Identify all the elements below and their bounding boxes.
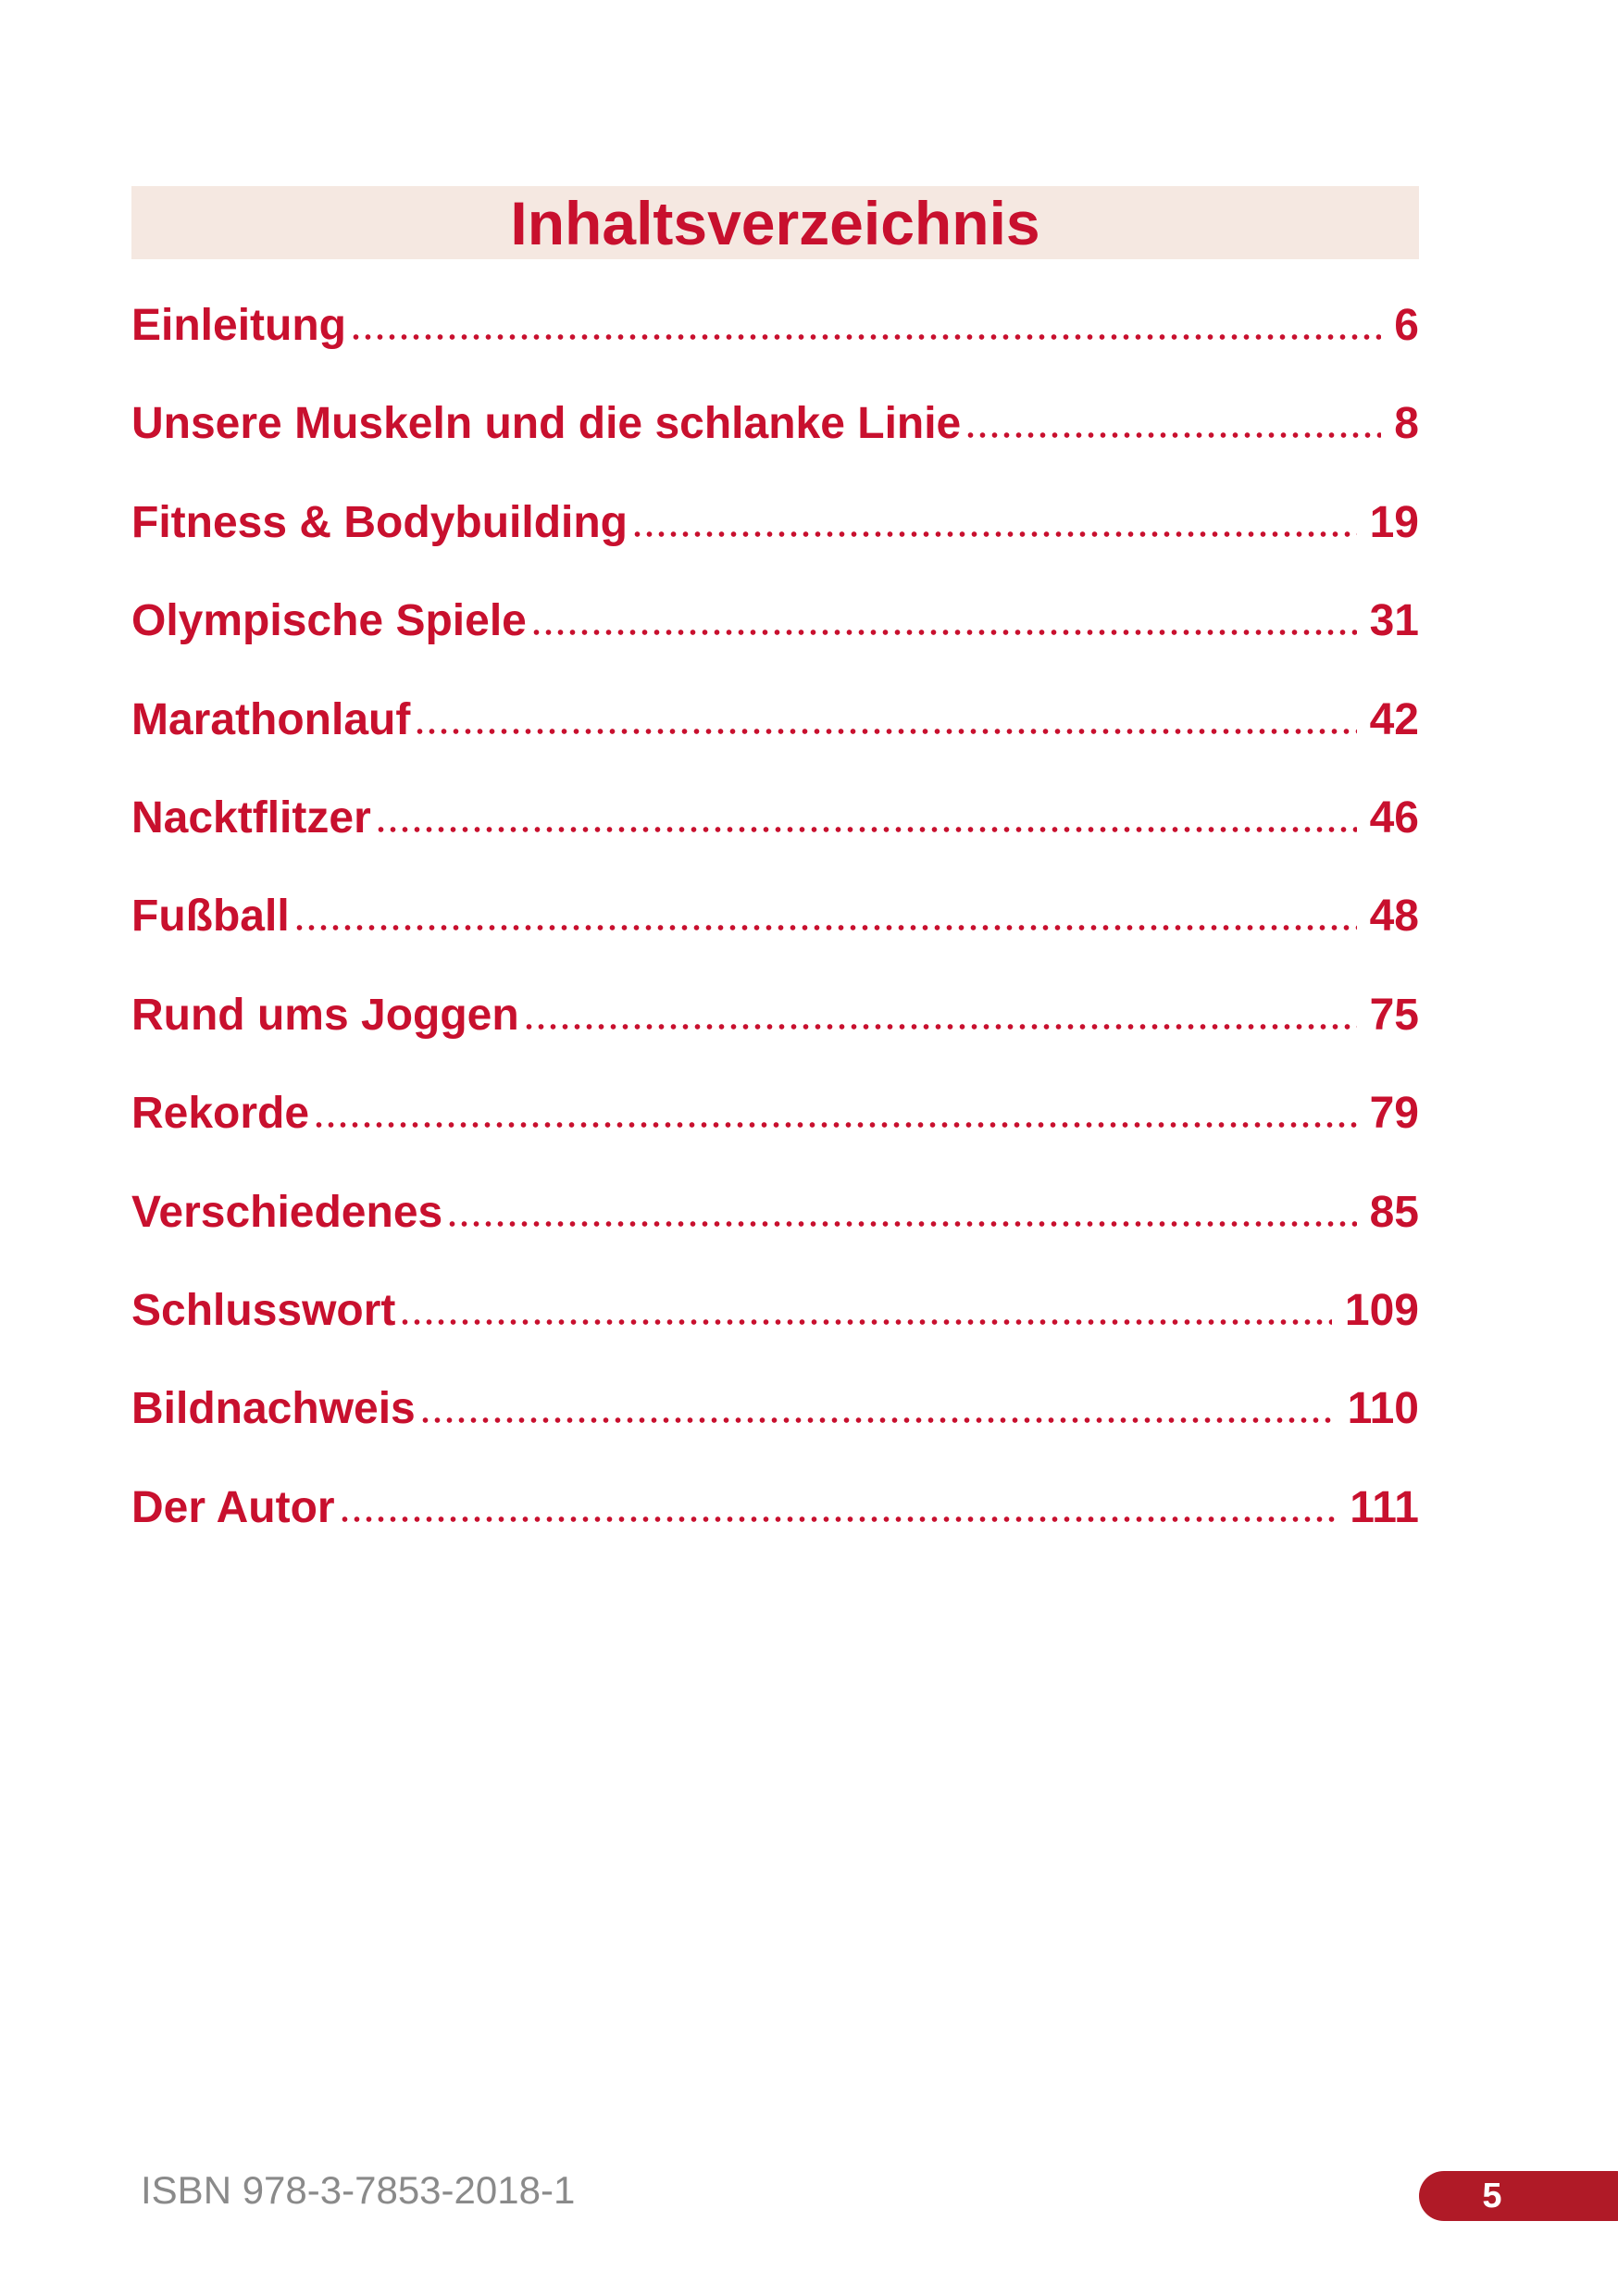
toc-entry: Fitness & Bodybuilding 19 xyxy=(131,495,1419,593)
toc-entry: Schlusswort 109 xyxy=(131,1283,1419,1381)
entry-page: 111 xyxy=(1350,1482,1419,1532)
toc-entry: Unsere Muskeln und die schlanke Linie 8 xyxy=(131,396,1419,494)
dot-leader xyxy=(529,630,1357,636)
toc-entry: Marathonlauf 42 xyxy=(131,693,1419,791)
toc-entry: Olympische Spiele 31 xyxy=(131,593,1419,692)
dot-leader xyxy=(418,1417,1335,1424)
dot-leader xyxy=(292,925,1357,931)
entry-label: Olympische Spiele xyxy=(131,596,527,646)
dot-leader xyxy=(313,1122,1357,1129)
toc-entry: Verschiedenes 85 xyxy=(131,1185,1419,1283)
page-badge xyxy=(1419,2171,1618,2221)
entry-label: Einleitung xyxy=(131,301,346,350)
entry-page: 46 xyxy=(1369,792,1419,842)
entry-page: 31 xyxy=(1369,596,1419,646)
entry-label: Unsere Muskeln und die schlanke Linie xyxy=(131,399,962,449)
dot-leader xyxy=(965,432,1382,439)
toc-entry: Bildnachweis 110 xyxy=(131,1381,1419,1479)
toc-entry: Nacktflitzer 46 xyxy=(131,791,1419,889)
entry-label: Verschiedenes xyxy=(131,1187,443,1237)
dot-leader xyxy=(399,1318,1332,1325)
entry-page: 42 xyxy=(1369,694,1419,744)
entry-page: 48 xyxy=(1369,892,1419,942)
dot-leader xyxy=(631,530,1357,537)
title-box: Inhaltsverzeichnis xyxy=(131,186,1419,259)
entry-page: 75 xyxy=(1369,990,1419,1040)
entry-label: Marathonlauf xyxy=(131,694,411,744)
entry-label: Rekorde xyxy=(131,1089,310,1139)
entry-page: 6 xyxy=(1394,301,1419,350)
entry-page: 19 xyxy=(1369,497,1419,547)
entry-label: Schlusswort xyxy=(131,1285,396,1335)
toc-entry: Fußball 48 xyxy=(131,889,1419,987)
title: Inhaltsverzeichnis xyxy=(510,188,1040,257)
dot-leader xyxy=(338,1516,1338,1522)
dot-leader xyxy=(414,728,1357,734)
dot-leader xyxy=(349,334,1382,340)
toc-entry: Einleitung 6 xyxy=(131,298,1419,396)
dot-leader xyxy=(446,1220,1357,1227)
isbn: ISBN 978-3-7853-2018-1 xyxy=(141,2168,576,2212)
entry-label: Rund ums Joggen xyxy=(131,990,519,1040)
entry-label: Der Autor xyxy=(131,1482,335,1532)
entry-label: Fitness & Bodybuilding xyxy=(131,497,628,547)
entry-page: 109 xyxy=(1344,1285,1419,1335)
dot-leader xyxy=(522,1023,1357,1029)
table-of-contents: Einleitung 6 Unsere Muskeln und die schlan… xyxy=(131,298,1419,1578)
entry-page: 110 xyxy=(1347,1384,1419,1434)
page-number: 5 xyxy=(1482,2177,1502,2215)
entry-page: 8 xyxy=(1394,399,1419,449)
toc-entry: Rund ums Joggen 75 xyxy=(131,988,1419,1086)
entry-label: Fußball xyxy=(131,892,290,942)
entry-page: 85 xyxy=(1369,1187,1419,1237)
entry-label: Nacktflitzer xyxy=(131,792,371,842)
toc-entry: Der Autor 111 xyxy=(131,1480,1419,1578)
toc-entry: Rekorde 79 xyxy=(131,1086,1419,1184)
dot-leader xyxy=(374,826,1357,832)
entry-page: 79 xyxy=(1369,1089,1419,1139)
entry-label: Bildnachweis xyxy=(131,1384,416,1434)
